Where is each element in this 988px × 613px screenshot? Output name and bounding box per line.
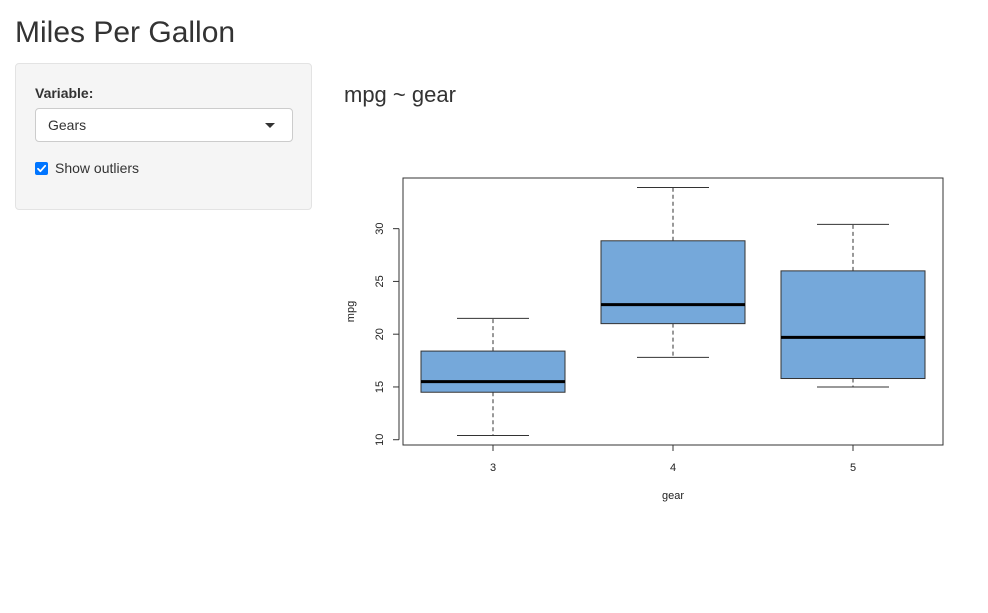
x-tick-label-4: 4 bbox=[670, 462, 676, 474]
y-tick-label-15: 15 bbox=[374, 381, 386, 393]
x-axis-title: gear bbox=[662, 490, 684, 502]
sidebar-panel: Variable: Gears Show outliers bbox=[15, 63, 312, 210]
show-outliers-toggle[interactable]: Show outliers bbox=[35, 159, 139, 177]
box-4 bbox=[600, 240, 746, 325]
show-outliers-checkbox[interactable] bbox=[35, 161, 48, 175]
y-tick-label-20: 20 bbox=[374, 328, 386, 340]
x-tick-label-5: 5 bbox=[850, 462, 856, 474]
y-tick-label-25: 25 bbox=[374, 275, 386, 287]
show-outliers-label: Show outliers bbox=[55, 160, 140, 176]
app-title: Miles Per Gallon bbox=[15, 16, 236, 49]
plot-title: mpg ~ gear bbox=[344, 82, 456, 107]
checkmark-icon bbox=[37, 164, 47, 172]
x-tick-label-3: 3 bbox=[490, 462, 496, 474]
y-tick-label-30: 30 bbox=[374, 223, 386, 235]
variable-label: Variable: bbox=[35, 85, 94, 101]
boxplot-chart: 10 15 20 25 30 3 4 5 gear mpg bbox=[345, 177, 944, 502]
y-tick-label-10: 10 bbox=[374, 434, 386, 446]
variable-select[interactable]: Gears bbox=[35, 108, 293, 142]
y-axis-title: mpg bbox=[345, 301, 357, 322]
box-5 bbox=[780, 270, 926, 380]
variable-select-value: Gears bbox=[48, 117, 87, 133]
box-3 bbox=[420, 350, 566, 393]
chevron-down-icon bbox=[265, 123, 275, 128]
